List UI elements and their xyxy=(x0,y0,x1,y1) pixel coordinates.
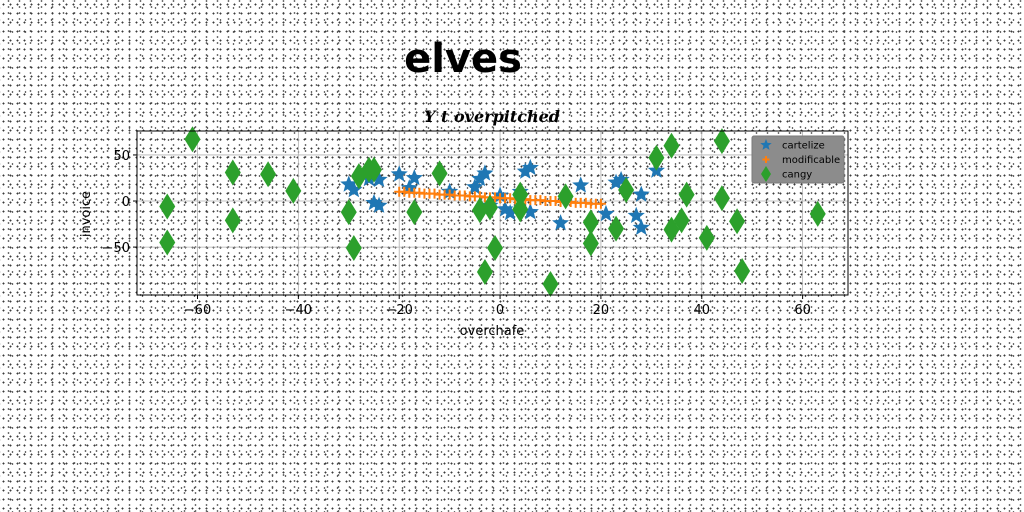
legend-label-cartelize: cartelize xyxy=(782,141,825,152)
cangy-point xyxy=(340,199,357,226)
cartelize-point xyxy=(632,185,650,202)
cartelize-point xyxy=(521,158,539,176)
cangy-point xyxy=(673,207,690,234)
cartelize-point xyxy=(516,162,534,179)
cangy-point xyxy=(285,177,302,204)
cangy-point xyxy=(224,159,241,186)
x-tick-label: 0 xyxy=(496,303,504,318)
cartelize-point xyxy=(405,168,423,186)
cangy-point xyxy=(345,235,362,262)
cangy-point xyxy=(366,156,382,183)
cangy-point xyxy=(557,183,574,210)
cangy-point xyxy=(406,199,423,226)
cartelize-point xyxy=(400,179,418,196)
cartelize-point xyxy=(496,200,514,217)
cartelize-point xyxy=(607,173,625,190)
cangy-point xyxy=(618,176,635,203)
cartelize-point xyxy=(471,169,489,187)
cangy-point xyxy=(729,208,746,235)
cangy-point xyxy=(698,224,715,251)
x-tick-label: 20 xyxy=(593,303,610,318)
cartelize-point xyxy=(501,204,519,221)
cangy-point xyxy=(678,181,695,208)
cangy-point xyxy=(431,160,448,187)
legend: cartelize modificable cangy xyxy=(751,135,845,184)
cartelize-point xyxy=(572,176,590,193)
x-tick-label: −40 xyxy=(285,303,312,318)
cangy-point xyxy=(184,126,201,153)
cartelize-point xyxy=(370,196,388,213)
cangy-point xyxy=(713,185,730,212)
figure-suptitle: elves xyxy=(404,36,522,82)
x-axis-label: overchafe xyxy=(460,324,525,339)
cangy-point xyxy=(159,229,176,256)
data-points xyxy=(159,126,826,297)
cangy-point xyxy=(809,200,826,227)
cartelize-point xyxy=(390,165,408,182)
cangy-point xyxy=(734,258,751,285)
x-tick-label: 60 xyxy=(794,303,811,318)
y-tick-label: 0 xyxy=(122,195,130,210)
cartelize-point xyxy=(612,170,630,188)
y-tick-label: 50 xyxy=(113,149,130,164)
plot-frame xyxy=(136,130,849,296)
cartelize-point xyxy=(476,164,494,181)
cangy-point xyxy=(582,230,599,257)
cangy-point xyxy=(713,128,730,155)
y-axis-label: invoice xyxy=(79,191,94,237)
cartelize-point xyxy=(632,218,650,236)
cangy-point xyxy=(512,196,529,223)
modificable-point xyxy=(595,198,606,209)
cartelize-point xyxy=(597,204,615,222)
y-ticks: −50 0 50 xyxy=(103,149,137,256)
x-tick-label: −20 xyxy=(385,303,412,318)
legend-box xyxy=(751,135,845,184)
cangy-point xyxy=(260,161,277,188)
cangy-point xyxy=(476,258,493,285)
cartelize-point xyxy=(521,203,539,220)
cartelize-point xyxy=(627,206,645,224)
series-cangy xyxy=(159,126,826,297)
legend-marker-cangy xyxy=(761,166,771,182)
axes-title: Y t overpitched xyxy=(424,107,560,126)
y-tick-label: −50 xyxy=(103,241,130,256)
cangy-point xyxy=(471,197,488,224)
cangy-point xyxy=(582,209,599,236)
cangy-point xyxy=(481,194,498,221)
legend-marker-modificable xyxy=(762,156,770,163)
x-ticks: −60 −40 −20 0 20 40 60 xyxy=(184,295,811,318)
cartelize-point xyxy=(340,175,358,192)
cangy-point xyxy=(512,181,529,208)
cangy-point xyxy=(608,215,625,242)
cangy-point xyxy=(542,270,559,297)
cartelize-point xyxy=(345,180,363,198)
x-tick-label: −60 xyxy=(184,303,211,318)
cangy-point xyxy=(663,132,680,159)
legend-label-modificable: modificable xyxy=(782,155,840,166)
cartelize-point xyxy=(466,178,484,195)
x-tick-label: 40 xyxy=(693,303,710,318)
legend-label-cangy: cangy xyxy=(782,170,812,181)
cartelize-point xyxy=(370,170,388,188)
legend-marker-cartelize xyxy=(760,139,772,150)
cangy-point xyxy=(224,207,241,234)
cangy-point xyxy=(159,193,176,220)
cartelize-point xyxy=(552,214,570,231)
cangy-point xyxy=(487,235,504,262)
cangy-point xyxy=(648,144,665,171)
cartelize-point xyxy=(365,193,383,211)
